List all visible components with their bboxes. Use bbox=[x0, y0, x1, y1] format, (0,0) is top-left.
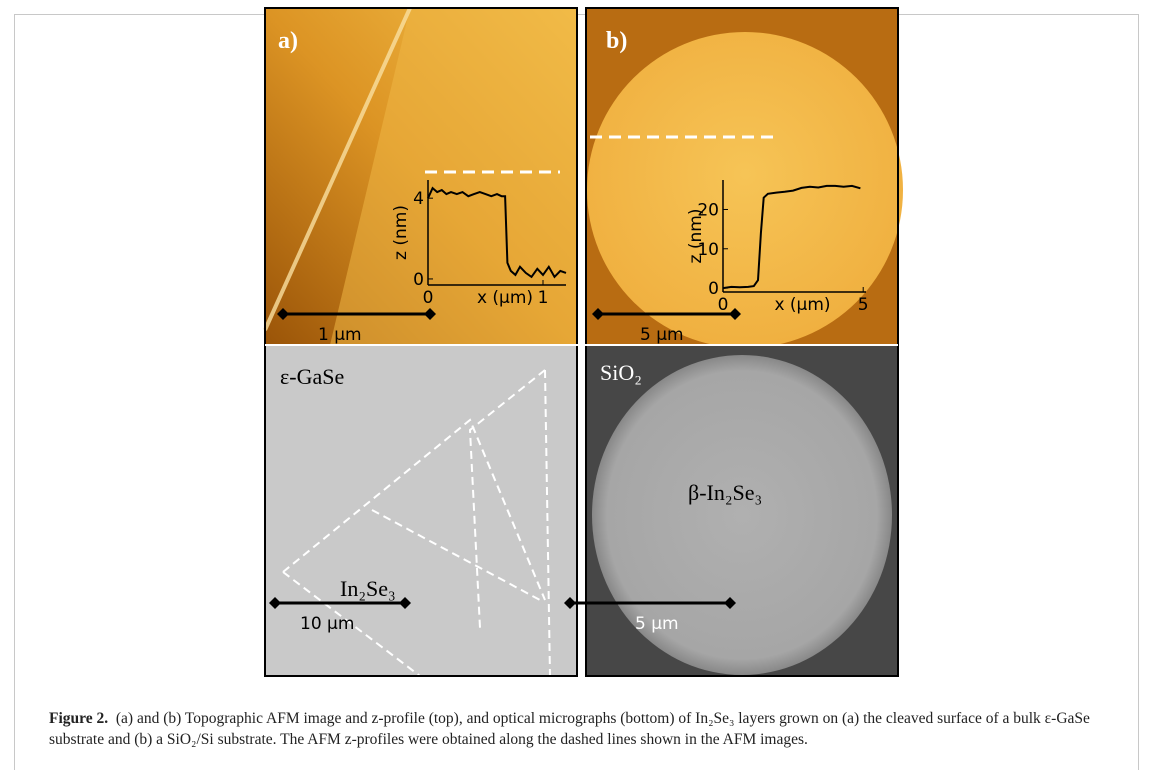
flake bbox=[587, 32, 903, 348]
x-tick-label: 1 bbox=[538, 288, 549, 308]
layer-label: β-In₂Se₃ bbox=[688, 480, 762, 505]
substrate-label: ε-GaSe bbox=[280, 364, 344, 389]
y-tick-label: 0 bbox=[413, 270, 424, 290]
x-tick-label: 5 bbox=[858, 295, 869, 315]
scale-label: 5 μm bbox=[640, 325, 684, 345]
y-axis-label: z (nm) bbox=[686, 209, 706, 264]
caption-label: Figure 2. bbox=[49, 710, 108, 727]
panel-label: a) bbox=[278, 28, 298, 54]
x-axis-label: x (μm) bbox=[774, 295, 830, 315]
scale-label: 1 μm bbox=[318, 325, 362, 345]
layer-label: In₂Se₃ bbox=[340, 576, 396, 601]
y-axis-label: z (nm) bbox=[391, 205, 411, 260]
panel-label: b) bbox=[606, 28, 627, 54]
x-tick-label: 0 bbox=[423, 288, 434, 308]
substrate-label: SiO₂ bbox=[600, 360, 642, 385]
figure: a) b) 1 μm 5 μm ε-GaSe In₂Se₃ 10 μm SiO₂… bbox=[0, 0, 1152, 778]
caption: Figure 2. (a) and (b) Topographic AFM im… bbox=[49, 708, 1109, 750]
y-tick-label: 4 bbox=[413, 189, 424, 209]
caption-text: (a) and (b) Topographic AFM image and z-… bbox=[49, 710, 1090, 748]
scale-label: 5 μm bbox=[635, 614, 679, 634]
page: a) b) 1 μm 5 μm ε-GaSe In₂Se₃ 10 μm SiO₂… bbox=[0, 0, 1152, 778]
x-tick-label: 0 bbox=[718, 295, 729, 315]
x-axis-label: x (μm) bbox=[477, 288, 533, 308]
scale-label: 10 μm bbox=[300, 614, 354, 634]
